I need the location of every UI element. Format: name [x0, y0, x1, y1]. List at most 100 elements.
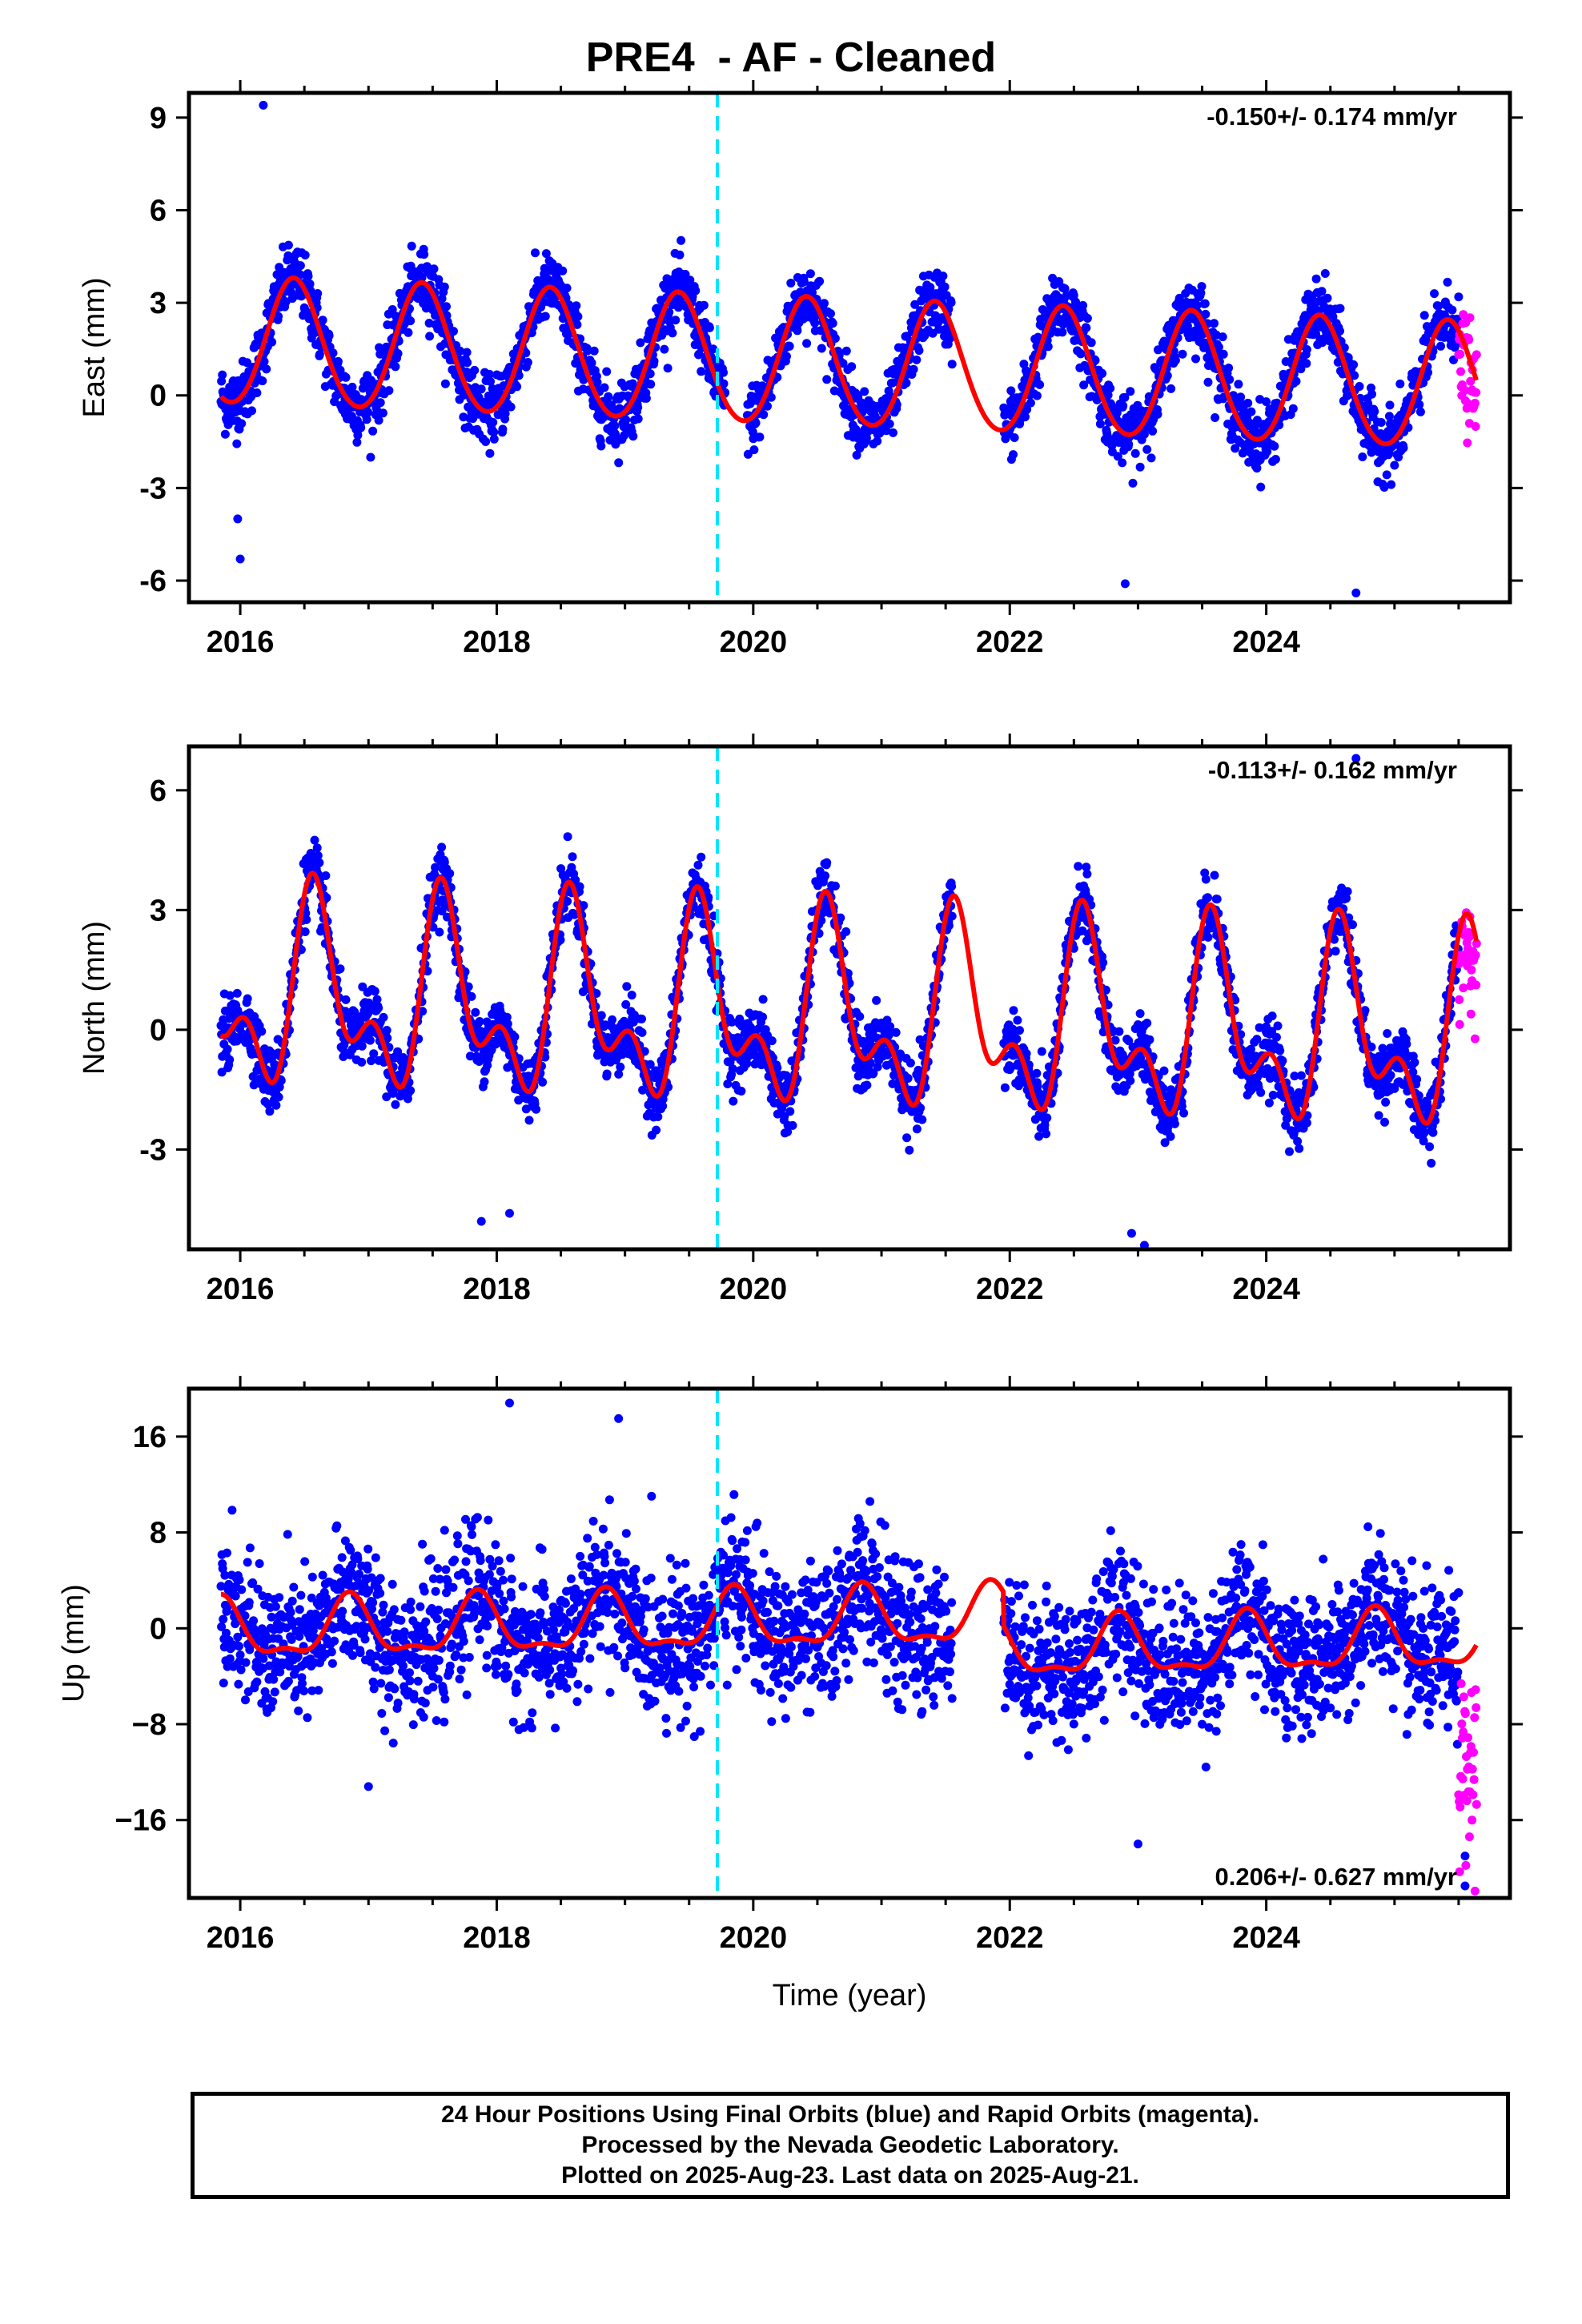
final-orbit-point	[383, 1033, 392, 1043]
final-orbit-point	[437, 842, 447, 852]
final-orbit-point	[743, 449, 753, 459]
final-orbit-point	[608, 1015, 617, 1024]
final-orbit-point	[1201, 309, 1211, 319]
final-orbit-point	[1370, 407, 1379, 416]
final-orbit-point	[602, 1069, 612, 1079]
final-orbit-point	[300, 251, 310, 259]
final-orbit-point	[1183, 326, 1193, 336]
final-orbit-point	[1079, 380, 1089, 390]
final-orbit-point	[305, 279, 315, 289]
final-orbit-point	[1009, 1006, 1018, 1015]
final-orbit-point	[1335, 326, 1344, 336]
outlier-point	[233, 514, 243, 524]
final-orbit-point	[1120, 392, 1130, 402]
final-orbit-point	[785, 341, 794, 351]
final-orbit-point	[1179, 1108, 1189, 1118]
outlier-point	[1351, 588, 1361, 597]
final-orbit-point	[810, 318, 820, 328]
final-orbit-point	[1236, 392, 1246, 402]
final-orbit-point	[799, 277, 809, 287]
final-orbit-point	[475, 1017, 484, 1026]
final-orbit-point	[1082, 314, 1092, 323]
final-orbit-point	[1106, 384, 1115, 393]
final-orbit-point	[1231, 444, 1240, 453]
final-orbit-point	[891, 1027, 901, 1037]
final-orbit-point	[276, 1076, 286, 1085]
final-orbit-point	[341, 372, 351, 382]
final-orbit-point	[523, 358, 532, 367]
final-orbit-point	[456, 346, 464, 356]
final-orbit-point	[940, 282, 950, 292]
final-orbit-point	[1086, 338, 1096, 348]
final-orbit-point	[947, 882, 957, 891]
final-orbit-point	[572, 301, 581, 311]
final-orbit-point	[335, 964, 345, 974]
final-orbit-point	[1112, 408, 1122, 417]
final-orbit-point	[766, 392, 776, 402]
rate-label: -0.150+/- 0.174 mm/yr	[1207, 103, 1457, 131]
final-orbit-point	[1166, 1132, 1175, 1141]
final-orbit-point	[1142, 444, 1152, 454]
final-orbit-point	[1130, 448, 1140, 458]
final-orbit-point	[1060, 283, 1070, 293]
data-area	[216, 100, 1481, 597]
final-orbit-point	[324, 331, 334, 340]
final-orbit-point	[653, 1112, 663, 1121]
final-orbit-point	[633, 403, 643, 412]
final-orbit-point	[912, 355, 921, 364]
final-orbit-point	[1320, 269, 1330, 278]
final-orbit-point	[321, 871, 331, 880]
final-orbit-point	[303, 271, 313, 281]
final-orbit-point	[1302, 359, 1311, 368]
final-orbit-point	[387, 305, 397, 314]
final-orbit-point	[1019, 360, 1029, 369]
final-orbit-point	[1148, 426, 1158, 436]
final-orbit-point	[1415, 400, 1424, 409]
final-orbit-point	[341, 995, 351, 1004]
final-orbit-point	[602, 367, 612, 376]
y-tick-label: 9	[150, 102, 167, 135]
final-orbit-point	[1082, 323, 1091, 332]
final-orbit-point	[1178, 349, 1187, 359]
final-orbit-point	[366, 452, 375, 462]
final-orbit-point	[748, 427, 757, 436]
final-orbit-point	[1006, 386, 1016, 396]
final-orbit-point	[852, 450, 861, 460]
final-orbit-point	[841, 346, 851, 356]
y-tick-label: 3	[150, 287, 167, 320]
final-orbit-point	[1142, 1019, 1152, 1027]
final-orbit-point	[1296, 364, 1306, 374]
final-orbit-point	[521, 348, 531, 358]
final-orbit-point	[218, 370, 227, 380]
final-orbit-point	[917, 1115, 927, 1124]
final-orbit-point	[782, 352, 791, 361]
final-orbit-point	[841, 927, 851, 936]
final-orbit-point	[462, 348, 472, 357]
final-orbit-point	[1307, 295, 1317, 304]
outlier-point	[235, 554, 245, 564]
final-orbit-point	[1379, 483, 1389, 492]
final-orbit-point	[668, 328, 677, 338]
data-area	[216, 754, 1481, 1249]
final-orbit-point	[531, 248, 540, 258]
final-orbit-point	[315, 350, 324, 359]
final-orbit-point	[1090, 356, 1100, 365]
final-orbit-point	[407, 241, 416, 251]
final-orbit-point	[1263, 447, 1272, 456]
final-orbit-point	[1358, 452, 1367, 461]
final-orbit-point	[1252, 464, 1262, 473]
final-orbit-point	[1032, 1068, 1042, 1078]
x-tick-label: 2022	[976, 625, 1044, 659]
x-tick-label: 2024	[1232, 625, 1300, 659]
final-orbit-point	[283, 240, 293, 250]
final-orbit-point	[489, 434, 499, 444]
final-orbit-point	[905, 1058, 915, 1068]
final-orbit-point	[1118, 458, 1127, 468]
final-orbit-point	[1335, 304, 1345, 313]
final-orbit-point	[622, 982, 632, 991]
final-orbit-point	[1159, 1066, 1169, 1076]
final-orbit-point	[568, 852, 577, 862]
final-orbit-point	[946, 298, 956, 308]
final-orbit-point	[822, 858, 832, 867]
final-orbit-point	[767, 1036, 777, 1046]
